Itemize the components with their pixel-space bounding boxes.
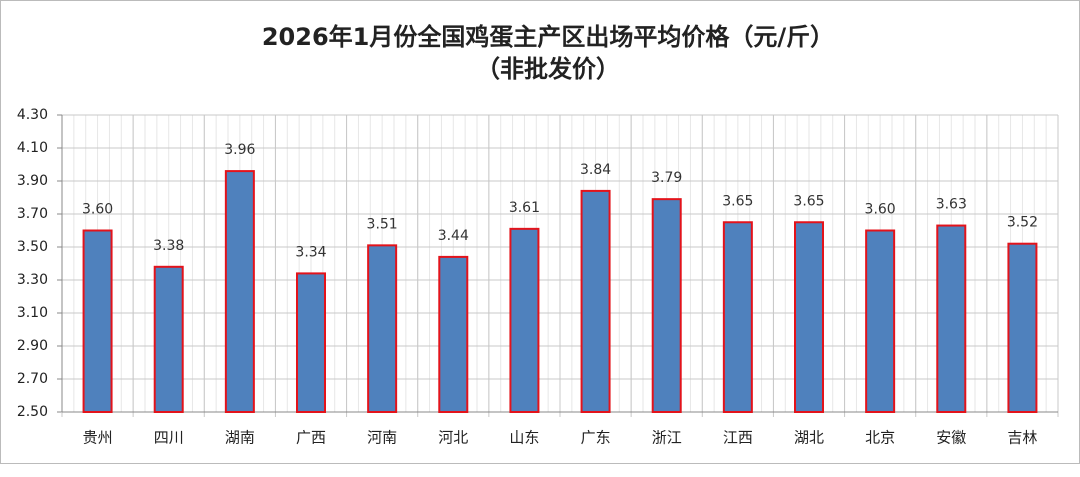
- value-label: 3.44: [438, 228, 469, 244]
- y-tick-label: 3.50: [17, 239, 48, 255]
- bar: [1007, 242, 1038, 413]
- bar: [865, 229, 896, 413]
- x-tick-label: 湖北: [794, 429, 824, 447]
- x-tick-label: 河南: [367, 429, 397, 447]
- x-tick-label: 广东: [581, 429, 611, 447]
- value-label: 3.51: [367, 216, 398, 232]
- bar: [509, 227, 540, 413]
- y-tick-label: 2.70: [17, 371, 48, 387]
- x-tick-label: 河北: [438, 429, 468, 447]
- x-tick-label: 江西: [723, 429, 753, 447]
- bar: [722, 221, 753, 413]
- y-tick-label: 4.30: [17, 107, 48, 123]
- value-label: 3.65: [793, 193, 824, 209]
- bar: [82, 229, 113, 413]
- value-label: 3.52: [1007, 215, 1038, 231]
- value-label: 3.60: [82, 202, 113, 218]
- value-label: 3.79: [651, 170, 682, 186]
- value-label: 3.96: [224, 142, 255, 158]
- y-tick-label: 3.90: [17, 173, 48, 189]
- chart-title: 2026年1月份全国鸡蛋主产区出场平均价格（元/斤）: [262, 23, 834, 51]
- value-label: 3.61: [509, 200, 540, 216]
- x-tick-label: 山东: [509, 429, 539, 447]
- value-label: 3.38: [153, 238, 184, 254]
- y-tick-label: 4.10: [17, 140, 48, 156]
- bar: [367, 244, 398, 413]
- bar: [651, 198, 682, 413]
- x-tick-label: 四川: [154, 429, 184, 447]
- bar: [224, 170, 255, 413]
- x-tick-label: 安徽: [936, 429, 966, 447]
- x-tick-label: 浙江: [652, 429, 682, 447]
- y-tick-label: 2.90: [17, 338, 48, 354]
- x-tick-label: 贵州: [83, 429, 113, 447]
- value-label: 3.84: [580, 162, 611, 178]
- y-tick-label: 3.30: [17, 272, 48, 288]
- bar: [794, 221, 824, 413]
- bar: [153, 265, 184, 413]
- y-tick-label: 3.10: [17, 305, 48, 321]
- x-tick-label: 广西: [296, 429, 326, 447]
- value-label: 3.63: [936, 197, 967, 213]
- bar: [296, 272, 326, 413]
- y-tick-label: 2.50: [17, 404, 48, 420]
- chart-subtitle: （非批发价）: [476, 55, 620, 83]
- value-label: 3.60: [865, 202, 896, 218]
- bar: [580, 189, 611, 413]
- bar: [438, 255, 469, 413]
- x-tick-label: 北京: [865, 429, 895, 447]
- y-tick-label: 3.70: [17, 206, 48, 222]
- value-label: 3.65: [722, 193, 753, 209]
- bar: [936, 224, 967, 413]
- x-tick-label: 吉林: [1007, 429, 1037, 447]
- x-tick-label: 湖南: [225, 429, 255, 447]
- value-label: 3.34: [295, 244, 326, 260]
